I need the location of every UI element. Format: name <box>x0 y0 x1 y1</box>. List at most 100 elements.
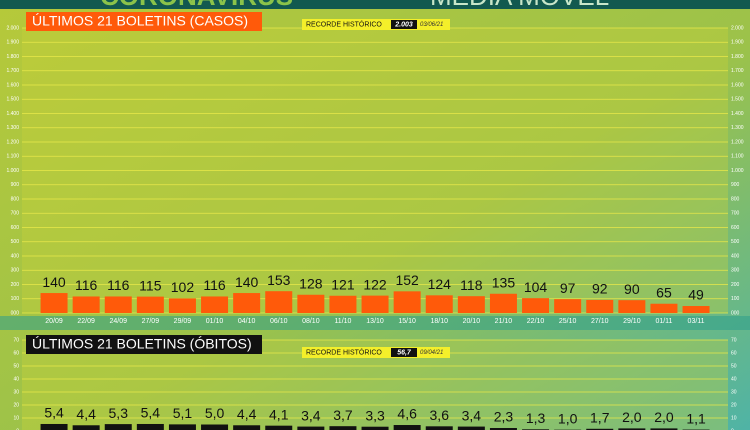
value-label: 3,7 <box>333 407 353 423</box>
bar <box>586 299 614 313</box>
value-label: 116 <box>107 277 130 293</box>
value-label: 140 <box>42 274 66 290</box>
bar <box>457 296 485 313</box>
bar <box>201 424 229 430</box>
y-tick-label: 100 <box>11 296 20 302</box>
value-label: 2,3 <box>494 409 514 425</box>
value-label: 2,0 <box>622 409 642 425</box>
x-tick-label: 04/10 <box>238 318 256 325</box>
y-tick-label-right: 1.900 <box>731 40 744 46</box>
y-tick-label: 50 <box>13 363 19 369</box>
value-label: 121 <box>331 276 355 292</box>
y-tick-label: 1.200 <box>6 139 19 145</box>
bar <box>233 293 261 313</box>
bar <box>233 425 261 430</box>
value-label: 4,4 <box>237 406 257 422</box>
y-tick-label-right: 1.800 <box>731 54 744 60</box>
y-tick-label-right: 40 <box>731 376 737 382</box>
x-tick-label: 20/10 <box>463 318 481 325</box>
value-label: 49 <box>688 287 704 303</box>
y-tick-label-right: 1.300 <box>731 125 744 131</box>
y-tick-label: 10 <box>13 415 19 421</box>
y-tick-label: 1.800 <box>6 54 19 60</box>
value-label: 124 <box>428 276 452 292</box>
x-tick-label: 18/10 <box>430 318 448 325</box>
y-tick-label: 60 <box>13 350 19 356</box>
y-tick-label-right: 1.200 <box>731 139 744 145</box>
x-tick-label: 22/09 <box>77 318 95 325</box>
value-label: 5,4 <box>141 405 161 421</box>
value-label: 3,4 <box>462 407 482 423</box>
bar <box>650 303 678 313</box>
record-label: RECORDE HISTÓRICO <box>306 347 382 356</box>
x-tick-label: 01/10 <box>206 318 224 325</box>
value-label: 102 <box>171 279 195 295</box>
y-tick-label: 200 <box>11 282 20 288</box>
value-label: 5,0 <box>205 405 225 421</box>
record-value: 2.003 <box>394 21 413 28</box>
y-tick-label: 30 <box>13 389 19 395</box>
y-tick-label-right: 200 <box>731 282 740 288</box>
y-tick-label-right: 600 <box>731 225 740 231</box>
bar <box>361 426 389 430</box>
y-tick-label: 000 <box>11 310 20 316</box>
bar <box>136 423 164 430</box>
x-tick-label: 21/10 <box>495 318 513 325</box>
bar <box>522 298 550 313</box>
y-tick-label: 1.700 <box>6 68 19 74</box>
value-label: 5,1 <box>173 405 193 421</box>
record-box <box>302 19 450 30</box>
record-date: 09/04/21 <box>420 350 443 356</box>
y-tick-label: 20 <box>13 402 19 408</box>
value-label: 4,4 <box>76 406 96 422</box>
bar <box>425 426 453 430</box>
bar <box>618 428 646 430</box>
y-tick-label-right: 20 <box>731 402 737 408</box>
value-label: 5,3 <box>109 405 129 421</box>
y-tick-label: 900 <box>11 182 20 188</box>
bar <box>40 293 68 313</box>
bar <box>297 426 325 430</box>
value-label: 116 <box>75 277 98 293</box>
bar <box>40 423 68 430</box>
x-tick-label: 25/10 <box>559 318 577 325</box>
bar <box>554 299 582 313</box>
y-tick-label-right: 300 <box>731 268 740 274</box>
y-tick-label-right: 800 <box>731 196 740 202</box>
bar <box>329 295 357 313</box>
date-band <box>0 316 750 330</box>
banner-left: CORONAVÍRUS <box>100 0 293 11</box>
y-tick-label: 1.900 <box>6 40 19 46</box>
x-tick-label: 08/10 <box>302 318 320 325</box>
value-label: 104 <box>524 279 548 295</box>
value-label: 3,6 <box>430 407 450 423</box>
x-tick-label: 01/11 <box>655 318 672 325</box>
y-tick-label: 300 <box>11 268 20 274</box>
y-tick-label: 400 <box>11 253 20 259</box>
x-tick-label: 27/10 <box>591 318 609 325</box>
y-tick-label: 1.400 <box>6 111 19 117</box>
x-tick-label: 29/09 <box>174 318 192 325</box>
bar <box>168 424 196 430</box>
record-box <box>302 347 450 358</box>
bar <box>136 296 164 313</box>
title-box <box>26 12 262 31</box>
record-date: 03/06/21 <box>420 22 443 28</box>
x-tick-label: 29/10 <box>623 318 641 325</box>
y-tick-label: 0 <box>16 428 19 430</box>
x-tick-label: 24/09 <box>109 318 127 325</box>
bar <box>201 296 229 313</box>
value-label: 152 <box>395 272 419 288</box>
y-tick-label-right: 1.700 <box>731 68 744 74</box>
y-tick-label: 700 <box>11 211 20 217</box>
y-tick-label: 1.300 <box>6 125 19 131</box>
bar <box>489 293 517 313</box>
y-tick-label-right: 0 <box>731 428 734 430</box>
value-label: 3,4 <box>301 407 321 423</box>
y-tick-label-right: 50 <box>731 363 737 369</box>
value-label: 1,0 <box>558 410 578 426</box>
bar <box>393 425 421 430</box>
